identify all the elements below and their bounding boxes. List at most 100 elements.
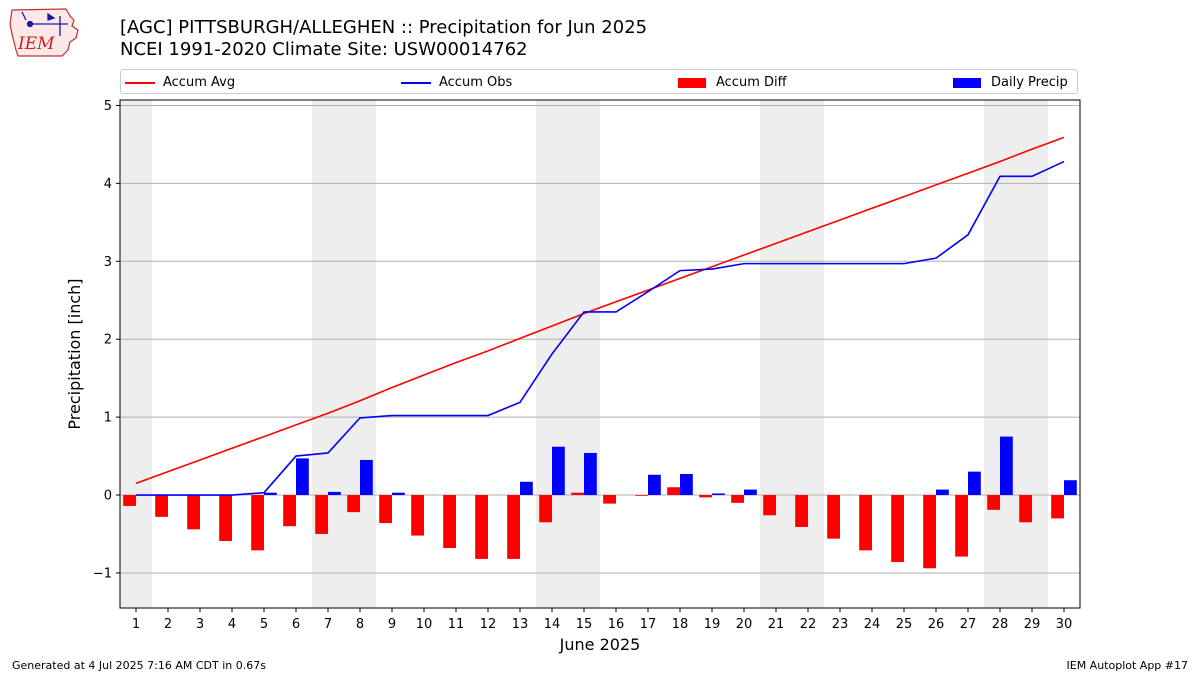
weekend-band-day-22 [792, 100, 824, 608]
bar-daily-precip-day-26 [936, 489, 949, 496]
x-tick-label: 7 [324, 617, 332, 632]
series-lines [135, 136, 1065, 496]
bars [123, 436, 1077, 569]
x-tick-label: 25 [896, 617, 913, 632]
legend-swatch-accum-diff [678, 77, 706, 88]
bar-accum-diff-day-29 [1019, 495, 1032, 523]
plot-frame [119, 99, 1081, 609]
bar-accum-diff-day-2 [155, 495, 168, 517]
x-tick-label: 8 [356, 617, 364, 632]
y-tick-label: −1 [93, 566, 112, 581]
bar-accum-diff-day-14 [539, 495, 552, 523]
bar-accum-diff-day-30 [1051, 495, 1064, 519]
bar-daily-precip-day-7 [328, 491, 341, 496]
bar-accum-diff-day-1 [123, 495, 136, 506]
chart-legend: Accum Avg Accum Obs Accum Diff Daily Pre… [120, 69, 1078, 94]
legend-label-accum-avg: Accum Avg [163, 75, 236, 90]
bar-accum-diff-day-15 [571, 492, 584, 496]
bar-accum-diff-day-23 [827, 495, 840, 539]
x-tick-label: 20 [736, 617, 753, 632]
x-tick-label: 29 [1024, 617, 1041, 632]
line-accum-avg [135, 136, 1065, 485]
bar-accum-diff-day-12 [475, 495, 488, 559]
x-tick-label: 18 [672, 617, 689, 632]
weekend-band-day-29 [1016, 100, 1048, 608]
x-tick-label: 10 [416, 617, 433, 632]
bar-accum-diff-day-3 [187, 495, 200, 530]
x-tick-label: 6 [292, 617, 300, 632]
x-tick-label: 23 [832, 617, 849, 632]
x-tick-label: 21 [768, 617, 785, 632]
bar-accum-diff-day-19 [699, 495, 712, 498]
bar-accum-diff-day-27 [955, 495, 968, 557]
bar-accum-diff-day-8 [347, 495, 360, 513]
x-tick-label: 11 [448, 617, 465, 632]
bar-daily-precip-day-15 [584, 452, 597, 496]
legend-label-accum-diff: Accum Diff [716, 75, 787, 90]
iowa-outline-icon [9, 8, 79, 57]
chart-title: [AGC] PITTSBURGH/ALLEGHEN :: Precipitati… [120, 17, 648, 38]
legend-item-daily-precip: Daily Precip [953, 70, 1068, 95]
bar-accum-diff-day-6 [283, 495, 296, 527]
bar-daily-precip-day-17 [648, 474, 661, 496]
x-tick-label: 17 [640, 617, 657, 632]
bar-accum-diff-day-28 [987, 495, 1000, 510]
y-tick-label: 3 [104, 255, 112, 270]
weekend-band-day-28 [984, 100, 1016, 608]
bar-accum-diff-day-7 [315, 495, 328, 534]
bar-accum-diff-day-21 [763, 495, 776, 516]
generated-timestamp: Generated at 4 Jul 2025 7:16 AM CDT in 0… [12, 659, 266, 672]
bar-daily-precip-day-20 [744, 489, 757, 496]
x-tick-label: 30 [1056, 617, 1073, 632]
x-tick-label: 24 [864, 617, 881, 632]
weekend-band-day-21 [760, 100, 792, 608]
bar-daily-precip-day-14 [552, 446, 565, 496]
bar-daily-precip-day-9 [392, 492, 405, 496]
y-tick-label: 4 [104, 177, 112, 192]
x-tick-label: 9 [388, 617, 396, 632]
bar-accum-diff-day-17 [635, 495, 648, 496]
bar-accum-diff-day-22 [795, 495, 808, 527]
logo-text: IEM [17, 34, 55, 54]
bar-accum-diff-day-13 [507, 495, 520, 559]
line-accum-obs [136, 160, 1065, 496]
x-tick-label: 15 [576, 617, 593, 632]
x-tick-label: 14 [544, 617, 561, 632]
legend-swatch-accum-obs [401, 81, 431, 84]
bar-daily-precip-day-19 [712, 493, 725, 496]
x-tick-label: 22 [800, 617, 817, 632]
y-tick-label: 5 [104, 99, 112, 114]
weekend-band-day-1 [120, 100, 152, 608]
bar-accum-diff-day-11 [443, 495, 456, 549]
bar-daily-precip-day-30 [1064, 480, 1077, 496]
bar-daily-precip-day-13 [520, 481, 533, 496]
x-tick-label: 16 [608, 617, 625, 632]
bar-daily-precip-day-18 [680, 473, 693, 496]
bar-accum-diff-day-9 [379, 495, 392, 524]
bar-accum-diff-day-16 [603, 495, 616, 504]
x-tick-label: 26 [928, 617, 945, 632]
app-credit: IEM Autoplot App #17 [1066, 659, 1189, 672]
weather-station-icon [21, 11, 68, 36]
legend-item-accum-obs: Accum Obs [401, 70, 512, 95]
legend-label-daily-precip: Daily Precip [991, 75, 1068, 90]
x-axis-label: June 2025 [559, 635, 641, 654]
x-tick-label: 3 [196, 617, 204, 632]
x-tick-label: 28 [992, 617, 1009, 632]
bar-accum-diff-day-4 [219, 495, 232, 541]
legend-swatch-accum-avg [125, 81, 155, 84]
legend-label-accum-obs: Accum Obs [439, 75, 513, 90]
bar-accum-diff-day-25 [891, 495, 904, 563]
x-tick-label: 19 [704, 617, 721, 632]
weekend-band-day-8 [344, 100, 376, 608]
y-tick-label: 2 [104, 333, 112, 348]
x-tick-label: 12 [480, 617, 497, 632]
bar-daily-precip-day-27 [968, 471, 981, 496]
legend-item-accum-avg: Accum Avg [125, 70, 235, 95]
bar-accum-diff-day-24 [859, 495, 872, 551]
x-tick-label: 27 [960, 617, 977, 632]
bar-daily-precip-day-6 [296, 458, 309, 496]
legend-item-accum-diff: Accum Diff [678, 70, 787, 95]
